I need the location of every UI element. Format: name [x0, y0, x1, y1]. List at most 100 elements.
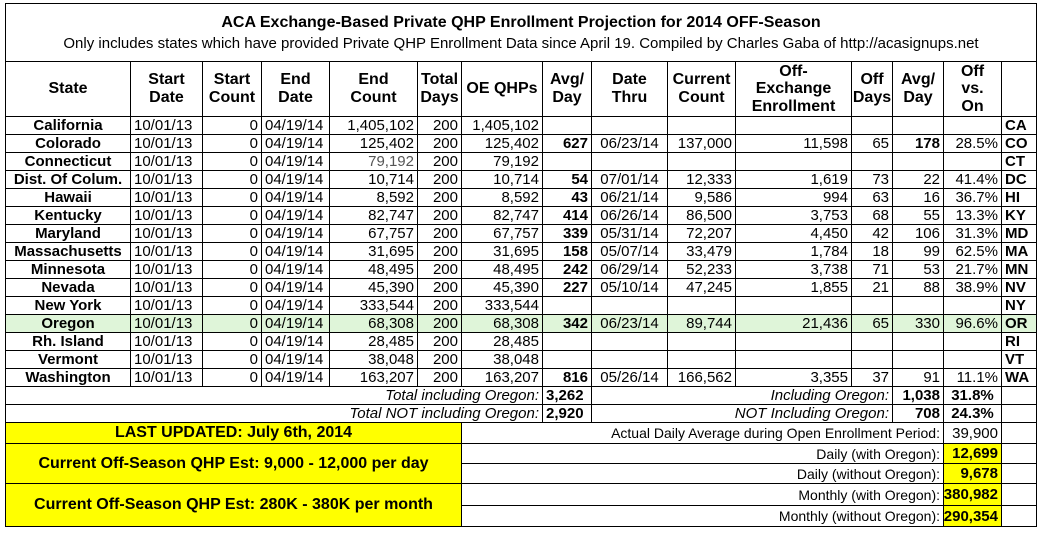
- table-cell-text: 227: [562, 279, 588, 296]
- table-cell-text: 06/21/14: [600, 189, 659, 206]
- table-cell: NY: [1002, 297, 1037, 315]
- table-cell-text: 04/19/14: [265, 351, 324, 368]
- empty-cell: [1002, 464, 1037, 484]
- table-cell: Maryland: [5, 225, 131, 243]
- table-cell-text: 178: [914, 135, 940, 152]
- table-cell-text: 42: [872, 225, 889, 242]
- table-cell-text: 1,855: [810, 279, 848, 296]
- table-cell: 333,544: [330, 297, 418, 315]
- table-cell-text: 04/19/14: [265, 369, 324, 386]
- table-cell-text: 163,207: [484, 369, 539, 386]
- empty-cell: [1002, 484, 1037, 506]
- stat-label: Daily (with Oregon):: [462, 444, 944, 464]
- table-cell: New York: [5, 297, 131, 315]
- table-cell-text: 137,000: [677, 135, 732, 152]
- table-cell-text: 04/19/14: [265, 333, 324, 350]
- table-cell-text: 200: [432, 261, 458, 278]
- header-cell: Date Thru: [592, 62, 668, 117]
- table-cell: [592, 333, 668, 351]
- table-cell: 22: [893, 171, 944, 189]
- table-cell: 200: [418, 351, 462, 369]
- table-cell-text: 10/01/13: [134, 153, 193, 170]
- header-cell-text: OE QHPs: [466, 80, 538, 97]
- table-cell: 10/01/13: [131, 153, 203, 171]
- table-cell: Minnesota: [5, 261, 131, 279]
- table-cell-text: Connecticut: [24, 153, 112, 170]
- table-cell: CT: [1002, 153, 1037, 171]
- table-cell-text: 0: [249, 279, 258, 296]
- table-cell: 0: [203, 117, 262, 135]
- table-cell: 31.3%: [944, 225, 1002, 243]
- table-cell: 04/19/14: [262, 225, 330, 243]
- stat-label: Actual Daily Average during Open Enrollm…: [462, 423, 944, 444]
- table-cell: 47,245: [668, 279, 736, 297]
- table-cell-text: 41.4%: [955, 171, 998, 188]
- stat-label-text: Monthly (with Oregon):: [798, 486, 940, 503]
- stat-value: 39,900: [944, 423, 1002, 444]
- table-cell-text: 45,390: [493, 279, 539, 296]
- empty-cell: [1002, 423, 1037, 444]
- table-cell: [543, 297, 592, 315]
- table-cell: [893, 297, 944, 315]
- table-cell: 05/31/14: [592, 225, 668, 243]
- total-pct-text: 31.8%: [951, 387, 994, 404]
- title-block: ACA Exchange-Based Private QHP Enrollmen…: [5, 3, 1037, 62]
- table-cell: RI: [1002, 333, 1037, 351]
- table-cell-text: KY: [1005, 207, 1026, 224]
- table-cell: 158: [543, 243, 592, 261]
- table-cell: 200: [418, 369, 462, 387]
- table-cell: 200: [418, 153, 462, 171]
- table-cell-text: 48,495: [368, 261, 414, 278]
- table-cell-text: 200: [432, 315, 458, 332]
- table-cell: 10/01/13: [131, 117, 203, 135]
- table-cell: 330: [893, 315, 944, 333]
- stat-value-text: 9,678: [960, 465, 998, 482]
- table-cell-text: Minnesota: [30, 261, 106, 278]
- table-cell-text: 04/19/14: [265, 135, 324, 152]
- stat-value-text: 380,982: [943, 486, 998, 503]
- table-cell: MN: [1002, 261, 1037, 279]
- table-cell: [893, 153, 944, 171]
- table-cell: 63: [852, 189, 893, 207]
- table-cell-text: 48,495: [493, 261, 539, 278]
- table-cell: 10/01/13: [131, 261, 203, 279]
- table-cell: 48,495: [330, 261, 418, 279]
- table-cell-text: 33,479: [686, 243, 732, 260]
- stat-label: Daily (without Oregon):: [462, 464, 944, 484]
- table-cell-text: RI: [1005, 333, 1020, 350]
- total-value: 708: [893, 405, 944, 423]
- table-cell-text: Maryland: [35, 225, 101, 242]
- table-cell-text: 05/07/14: [600, 243, 659, 260]
- total-value: 2,920: [543, 405, 592, 423]
- table-cell-text: 3,738: [810, 261, 848, 278]
- table-cell: 4,450: [736, 225, 852, 243]
- table-cell: 0: [203, 189, 262, 207]
- table-cell: [852, 153, 893, 171]
- table-cell: 82,747: [462, 207, 543, 225]
- table-cell: 0: [203, 261, 262, 279]
- table-cell: 53: [893, 261, 944, 279]
- table-cell-text: 52,233: [686, 261, 732, 278]
- header-cell: Off vs. On: [944, 62, 1002, 117]
- table-cell-text: 166,562: [677, 369, 732, 386]
- table-cell: 333,544: [462, 297, 543, 315]
- table-cell: 06/21/14: [592, 189, 668, 207]
- table-cell: 10/01/13: [131, 333, 203, 351]
- table-cell: 994: [736, 189, 852, 207]
- table-cell: 21.7%: [944, 261, 1002, 279]
- table-cell: 04/19/14: [262, 207, 330, 225]
- table-cell: 3,738: [736, 261, 852, 279]
- table-cell-text: 200: [432, 297, 458, 314]
- table-cell: 10/01/13: [131, 279, 203, 297]
- table-cell: [543, 333, 592, 351]
- table-cell-text: 22: [923, 171, 940, 188]
- table-cell: OR: [1002, 315, 1037, 333]
- table-cell-text: 0: [249, 243, 258, 260]
- table-cell: [944, 153, 1002, 171]
- table-cell-text: 125,402: [484, 135, 539, 152]
- table-cell: 04/19/14: [262, 243, 330, 261]
- table-cell-text: 0: [249, 117, 258, 134]
- table-cell-text: Rh. Island: [32, 333, 104, 350]
- table-cell: 38,048: [330, 351, 418, 369]
- table-cell: 10/01/13: [131, 225, 203, 243]
